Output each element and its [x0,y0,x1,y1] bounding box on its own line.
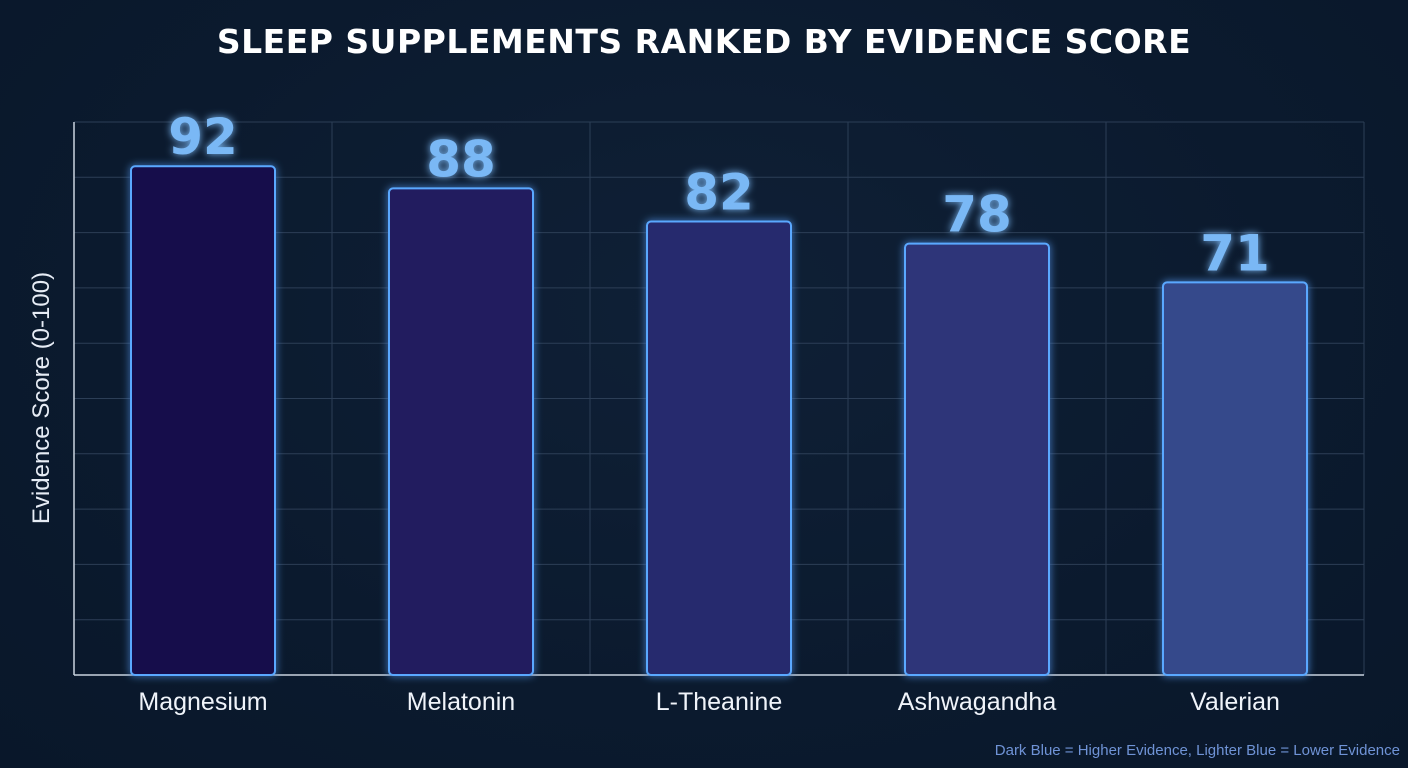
x-tick-label: Magnesium [138,688,267,716]
bar-l-theanine [646,220,792,676]
chart-title: SLEEP SUPPLEMENTS RANKED BY EVIDENCE SCO… [216,22,1192,61]
bar-magnesium [130,165,276,677]
x-tick-label: Ashwagandha [898,688,1057,716]
bar-valerian [1162,281,1308,676]
data-label: 71 [1200,224,1270,282]
data-label: 88 [426,130,496,188]
x-tick-label: L-Theanine [656,688,782,716]
bar-ashwagandha [904,242,1050,676]
x-tick-label: Valerian [1190,688,1280,716]
data-label: 82 [684,164,754,222]
bar-melatonin [388,187,534,677]
legend-note: Dark Blue = Higher Evidence, Lighter Blu… [994,742,1400,759]
x-tick-label: Melatonin [407,688,515,716]
data-label: 92 [168,108,238,166]
data-label: 78 [942,186,1012,244]
